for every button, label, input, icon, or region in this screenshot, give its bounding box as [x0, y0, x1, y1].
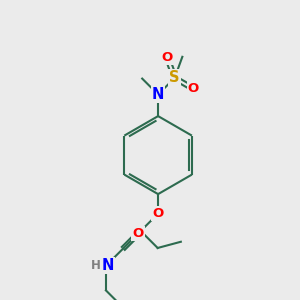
Text: H: H [91, 259, 100, 272]
Text: N: N [152, 87, 164, 102]
Text: O: O [152, 207, 164, 220]
Text: O: O [133, 227, 144, 240]
Text: N: N [101, 258, 114, 273]
Text: O: O [162, 51, 173, 64]
Text: O: O [188, 82, 199, 95]
Text: S: S [169, 70, 180, 86]
